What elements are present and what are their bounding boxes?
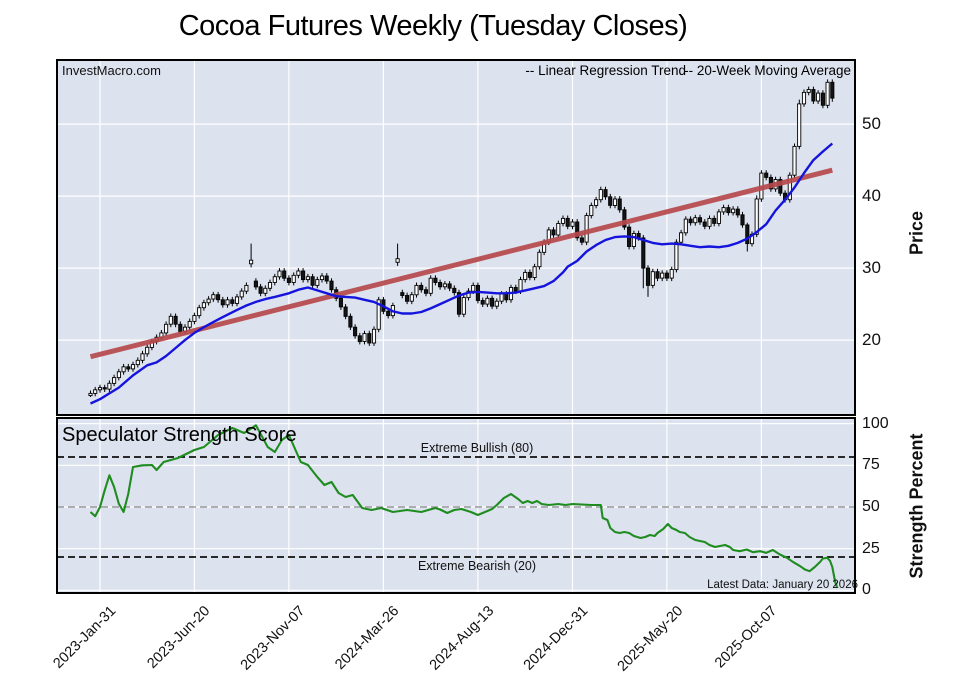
extreme-bearish-label: Extreme Bearish (20) bbox=[417, 559, 537, 573]
strength-tick-label: 75 bbox=[862, 456, 880, 474]
page-title: Cocoa Futures Weekly (Tuesday Closes) bbox=[178, 10, 688, 42]
price-tick-label: 50 bbox=[862, 114, 881, 134]
watermark: InvestMacro.com bbox=[62, 63, 161, 78]
legend-regression-label: -- Linear Regression Trend bbox=[525, 63, 686, 78]
strength-tick-label: 0 bbox=[862, 581, 871, 599]
strength-tick-label: 100 bbox=[862, 414, 889, 432]
extreme-bullish-label: Extreme Bullish (80) bbox=[420, 441, 534, 455]
strength-tick-label: 25 bbox=[862, 539, 880, 557]
price-tick-label: 30 bbox=[862, 258, 881, 278]
price-tick-label: 20 bbox=[862, 330, 881, 350]
latest-data-note: Latest Data: January 20 2026 bbox=[707, 579, 858, 591]
price-axis-label: Price bbox=[906, 210, 927, 256]
strength-panel-title: Speculator Strength Score bbox=[62, 424, 297, 446]
strength-tick-label: 50 bbox=[862, 498, 880, 515]
strength-axis-label: Strength Percent bbox=[906, 433, 927, 579]
price-tick-label: 40 bbox=[862, 186, 881, 206]
legend-ma-label: -- 20-Week Moving Average bbox=[684, 63, 851, 78]
